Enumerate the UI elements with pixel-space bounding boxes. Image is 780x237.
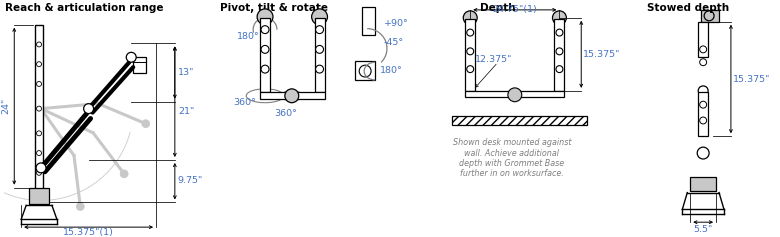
Text: 5.5": 5.5" [693, 225, 713, 234]
Circle shape [552, 11, 566, 25]
Circle shape [142, 120, 150, 128]
Bar [698, 92, 708, 136]
Text: 13": 13" [178, 68, 194, 77]
Bar [355, 61, 375, 80]
Circle shape [120, 170, 128, 178]
Circle shape [698, 86, 708, 96]
Text: 180°: 180° [237, 32, 260, 41]
Circle shape [126, 52, 136, 62]
Bar [452, 116, 587, 125]
Text: 15.375"(1): 15.375"(1) [63, 228, 114, 237]
Text: Depth: Depth [480, 3, 516, 13]
Circle shape [556, 66, 563, 73]
Circle shape [261, 26, 269, 34]
Circle shape [261, 65, 269, 73]
Bar [698, 22, 708, 57]
Circle shape [83, 104, 94, 114]
Bar [690, 177, 716, 191]
Circle shape [700, 117, 707, 124]
Circle shape [312, 9, 328, 25]
Circle shape [700, 46, 707, 53]
Bar [465, 19, 475, 91]
Bar [555, 19, 565, 91]
Text: 15.375": 15.375" [733, 74, 771, 83]
Text: -45°: -45° [384, 38, 404, 47]
Text: 15.375": 15.375" [583, 50, 621, 59]
Circle shape [697, 147, 709, 159]
Text: Pivot, tilt & rotate: Pivot, tilt & rotate [221, 3, 328, 13]
Text: 12.375": 12.375" [475, 55, 512, 64]
Text: 180°: 180° [380, 66, 402, 75]
Text: 24": 24" [2, 98, 10, 114]
Bar [362, 7, 375, 35]
Circle shape [316, 46, 324, 53]
Text: Shown desk mounted against
wall. Achieve additional
depth with Grommet Base
furt: Shown desk mounted against wall. Achieve… [452, 138, 571, 178]
Text: 21": 21" [178, 107, 194, 116]
Circle shape [556, 29, 563, 36]
Bar [314, 18, 324, 92]
Text: 9.75": 9.75" [178, 176, 203, 185]
Bar [701, 10, 719, 22]
Circle shape [316, 65, 324, 73]
Bar [260, 92, 324, 99]
Bar [35, 25, 43, 193]
Circle shape [700, 59, 707, 66]
Text: +90°: +90° [384, 19, 409, 28]
Circle shape [285, 89, 299, 103]
Circle shape [556, 48, 563, 55]
Circle shape [261, 46, 269, 53]
Bar [465, 91, 565, 97]
Bar [133, 57, 146, 73]
Circle shape [257, 9, 273, 25]
Text: 360°: 360° [275, 109, 297, 118]
Circle shape [316, 26, 324, 34]
Text: 360°: 360° [233, 98, 256, 107]
Circle shape [466, 48, 473, 55]
Text: Reach & articulation range: Reach & articulation range [5, 3, 164, 13]
Circle shape [463, 11, 477, 25]
Circle shape [508, 88, 522, 102]
Circle shape [466, 66, 473, 73]
Text: Stowed depth: Stowed depth [647, 3, 729, 13]
Circle shape [36, 163, 46, 173]
Bar [260, 18, 270, 92]
Circle shape [76, 203, 84, 210]
Bar [29, 188, 49, 205]
Text: 24.75"(1): 24.75"(1) [492, 5, 537, 14]
Circle shape [700, 101, 707, 108]
Circle shape [466, 29, 473, 36]
